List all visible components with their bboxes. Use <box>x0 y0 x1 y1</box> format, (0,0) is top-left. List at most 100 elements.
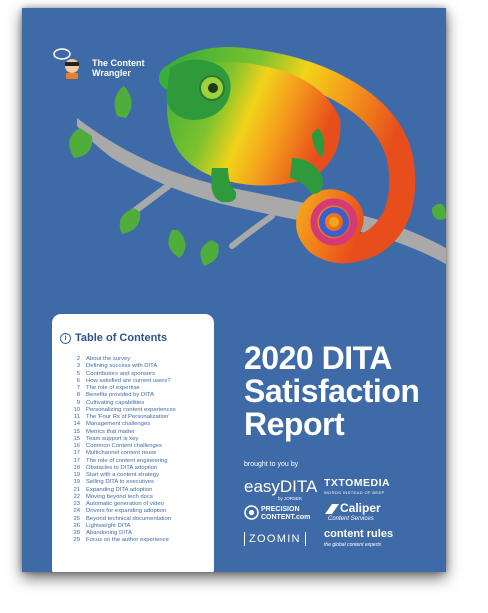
toc-entry[interactable]: 10 Personalizing content experiences <box>62 406 176 414</box>
toc-entry[interactable]: 26 Lightweight DITA <box>62 523 176 530</box>
toc-list: 2 About the survey 3 Defining success with … <box>62 356 176 545</box>
toc-entry-label: Team support is key <box>86 435 139 442</box>
toc-entry-label: Management challenges <box>86 421 151 428</box>
toc-entry[interactable]: 5 Contributors and sponsors <box>62 371 176 378</box>
toc-entry-label: Abandoning DITA <box>86 530 133 536</box>
report-cover: The Content Wrangler i Table of Contents… <box>22 8 446 572</box>
toc-entry-page: 11 <box>73 414 80 420</box>
toc-entry-page: 28 <box>73 530 80 536</box>
toc-entry-label: Common Content challenges <box>86 443 162 449</box>
toc-entry-label: Defining success with DITA <box>86 363 158 370</box>
toc-entry-page: 29 <box>73 537 80 544</box>
toc-entry-page: 18 <box>73 464 80 471</box>
easydita-logo: easyDITA <box>244 477 318 496</box>
toc-entry[interactable]: 23 Automatic generation of video <box>62 501 176 508</box>
toc-entry[interactable]: 15 Metrics that matter <box>62 429 176 436</box>
toc-entry-page: 8 <box>76 392 80 399</box>
precision-line-2: CONTENT.com <box>261 514 311 521</box>
toc-entry-page: 17 <box>73 457 80 464</box>
toc-entry-page: 9 <box>76 399 80 406</box>
toc-entry-label: Lightweight DITA <box>86 522 131 529</box>
toc-entry-page: 14 <box>73 421 80 428</box>
toc-entry-page: 23 <box>73 501 80 507</box>
toc-entry-page: 7 <box>76 385 80 391</box>
toc-entry[interactable]: 21 Expanding DITA adoption <box>62 487 176 494</box>
easydita-sub: by JORSEK <box>278 496 303 501</box>
toc-entry-label: About the survey <box>86 356 131 362</box>
zoomin-logo: ZOOMIN <box>244 532 306 546</box>
toc-entry-page: 19 <box>73 479 80 486</box>
toc-entry[interactable]: 17 The role of content engineering <box>62 458 176 465</box>
toc-entry-label: The role of expertise <box>86 385 140 391</box>
toc-entry-label: The 'Four Rs of Personalization' <box>86 414 170 420</box>
toc-entry-page: 26 <box>73 522 80 529</box>
toc-entry[interactable]: 17 Multichannel content reuse <box>62 450 176 457</box>
chameleon-illustration <box>69 47 446 266</box>
toc-entry-page: 15 <box>73 428 80 435</box>
toc-entry-page: 2 <box>76 356 80 362</box>
toc-entry[interactable]: 25 Beyond technical documentation <box>62 516 176 523</box>
toc-entry[interactable]: 11 The 'Four Rs of Personalization' <box>62 414 176 421</box>
toc-entry-label: How satisfied are current users? <box>86 377 171 384</box>
logo-line-1: The Content <box>92 58 145 68</box>
precision-content-logo: PRECISION CONTENT.com <box>261 506 310 522</box>
toc-entry-label: Start with a content strategy <box>86 472 160 478</box>
toc-entry[interactable]: 14 Management challenges <box>62 421 176 428</box>
toc-entry-page: 21 <box>73 486 80 493</box>
toc-entry-label: Multichannel content reuse <box>86 450 157 457</box>
txtomedia-logo: TXTOMEDIA <box>324 477 391 489</box>
toc-entry[interactable]: 2 About the survey <box>62 356 176 363</box>
toc-entry-label: Expanding DITA adoption <box>86 486 153 493</box>
toc-entry[interactable]: 19 Start with a content strategy <box>62 472 176 479</box>
brought-by-label: brought to you by <box>244 461 299 468</box>
toc-entry[interactable]: 29 Focus on the author experience <box>62 537 176 544</box>
toc-entry[interactable]: 7 The role of expertise <box>62 385 176 392</box>
txtomedia-sub: WORDS INSTEAD OF BEEP <box>324 490 385 495</box>
toc-entry-page: 6 <box>76 377 80 384</box>
toc-entry-page: 5 <box>76 370 80 377</box>
logo-line-2: Wrangler <box>92 68 131 78</box>
content-rules-sub: the global content experts <box>324 542 382 548</box>
caliper-logo: Caliper <box>340 501 381 515</box>
caliper-icon <box>325 504 339 514</box>
toc-entry[interactable]: 16 Common Content challenges <box>62 443 176 450</box>
toc-entry-label: Moving beyond tech docs <box>86 493 153 500</box>
toc-entry-label: Beyond technical documentation <box>86 515 172 522</box>
toc-entry[interactable]: 8 Benefits provided by DITA <box>62 392 176 399</box>
content-wrangler-logo-icon <box>53 48 79 79</box>
toc-entry[interactable]: 28 Abandoning DITA <box>62 530 176 537</box>
logo-wordmark: The Content Wrangler <box>92 58 152 78</box>
toc-entry-label: Personalizing content experiences <box>86 406 176 413</box>
toc-entry-page: 19 <box>73 472 80 478</box>
toc-entry-page: 24 <box>73 508 80 515</box>
report-title-line-1: 2020 DITA <box>244 340 392 376</box>
toc-entry[interactable]: 3 Defining success with DITA <box>62 363 176 370</box>
toc-entry-label: Focus on the author experience <box>86 537 169 544</box>
precision-content-icon <box>244 505 259 520</box>
toc-entry-page: 17 <box>73 450 80 457</box>
toc-entry-label: Drivers for expanding adoption <box>86 508 167 515</box>
toc-entry-page: 25 <box>73 515 80 522</box>
info-icon: i <box>60 332 71 344</box>
content-rules-logo: content rules <box>324 528 394 540</box>
toc-entry[interactable]: 18 Obstacles to DITA adoption <box>62 465 176 472</box>
toc-entry[interactable]: 9 Cultivating capabilities <box>62 400 176 407</box>
table-of-contents: i Table of Contents 2 About the survey 3 De… <box>52 314 214 572</box>
toc-entry-label: Metrics that matter <box>86 428 135 435</box>
toc-entry-page: 16 <box>73 443 80 449</box>
toc-entry-page: 3 <box>76 363 80 370</box>
report-title-line-3: Report <box>244 406 345 442</box>
toc-entry[interactable]: 19 Selling DITA to executives <box>62 479 176 486</box>
toc-entry-page: 22 <box>73 493 80 500</box>
toc-entry-label: Cultivating capabilities <box>86 399 145 406</box>
toc-entry-label: Automatic generation of video <box>86 501 164 507</box>
toc-entry-label: Contributors and sponsors <box>86 370 156 377</box>
report-title-line-2: Satisfaction <box>244 373 420 409</box>
toc-entry[interactable]: 22 Moving beyond tech docs <box>62 494 176 501</box>
precision-line-1: PRECISION <box>261 506 300 513</box>
toc-entry[interactable]: 15 Team support is key <box>62 436 176 443</box>
toc-entry-label: Benefits provided by DITA <box>86 392 154 399</box>
caliper-sub: Content Services <box>328 516 374 522</box>
toc-entry[interactable]: 24 Drivers for expanding adoption <box>62 508 176 515</box>
toc-entry[interactable]: 6 How satisfied are current users? <box>62 378 176 385</box>
